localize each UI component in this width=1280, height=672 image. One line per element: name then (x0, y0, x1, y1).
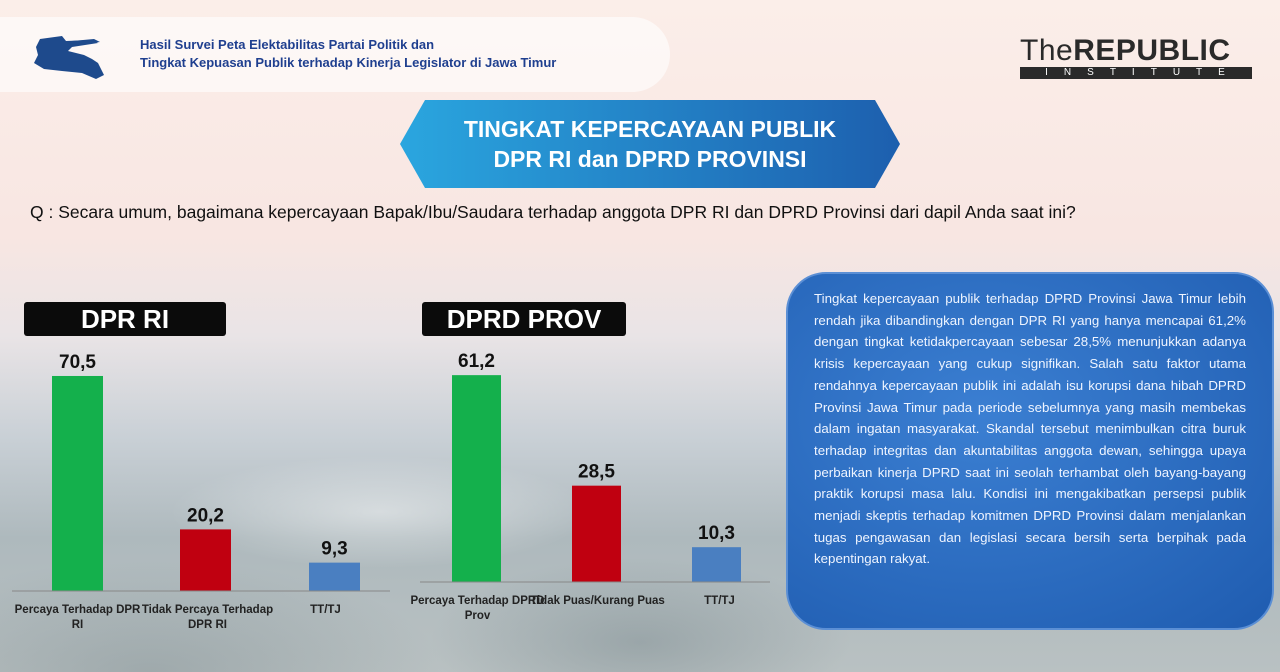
category-label: Percaya Terhadap DPR RI (14, 604, 141, 631)
category-label: TT/TJ (310, 604, 341, 616)
bar-dpr-0 (52, 375, 103, 591)
data-label: 28,5 (578, 462, 615, 483)
survey-title-line2: Tingkat Kepuasan Publik terhadap Kinerja… (140, 55, 557, 70)
category-label: Percaya Terhadap DPRD Prov (410, 595, 545, 622)
bar-dpr-2 (309, 562, 360, 591)
data-label: 9,3 (321, 539, 347, 560)
survey-title-line1: Hasil Survei Peta Elektabilitas Partai P… (140, 37, 435, 52)
bar-dprd-0 (452, 375, 501, 582)
category-label: TT/TJ (704, 595, 735, 607)
data-label: 70,5 (59, 352, 96, 373)
data-label: 20,2 (187, 505, 224, 526)
survey-question: Q : Secara umum, bagaimana kepercayaan B… (30, 202, 1076, 222)
category-label: Tidak Puas/Kurang Puas (530, 595, 665, 607)
chart-title-dprd-prov: DPRD PROV (422, 302, 626, 336)
republic-institute-logo: TheREPUBLIC INSTITUTE (1020, 36, 1252, 79)
data-label: 61,2 (458, 351, 495, 372)
bar-dprd-2 (692, 547, 741, 582)
section-banner: TINGKAT KEPERCAYAAN PUBLIK DPR RI dan DPR… (400, 100, 900, 188)
east-java-map-icon (34, 36, 104, 79)
chart-title-dpr-ri: DPR RI (24, 302, 226, 336)
category-label: Tidak Percaya Terhadap DPR RI (141, 604, 274, 631)
data-label: 10,3 (698, 523, 735, 544)
bar-dprd-1 (572, 485, 621, 582)
bar-charts: 70,5 20,2 9,3 61,2 28,5 10,3 (12, 351, 770, 592)
header-bar (0, 17, 670, 92)
summary-box: Tingkat kepercayaan publik terhadap DPRD… (786, 272, 1274, 630)
bar-dpr-1 (180, 529, 231, 591)
